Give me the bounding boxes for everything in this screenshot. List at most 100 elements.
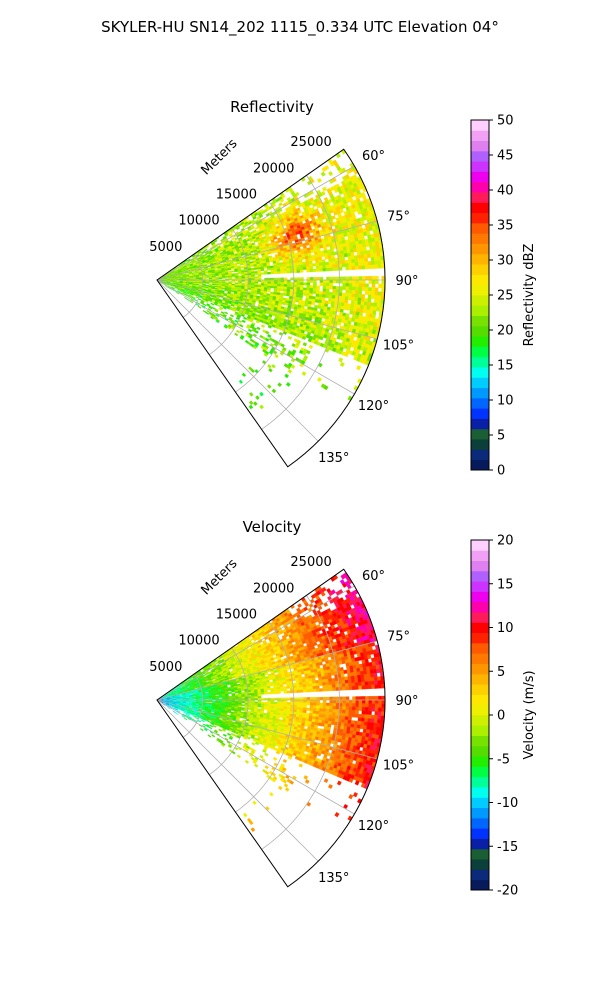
radar-gate: [209, 724, 214, 728]
radar-gate: [374, 260, 379, 265]
radar-gate: [365, 276, 369, 281]
radar-gate: [285, 382, 291, 387]
radar-gate: [255, 320, 260, 324]
radar-gate: [244, 281, 249, 284]
radar-gate: [345, 263, 349, 267]
radar-gate: [278, 257, 283, 261]
radar-gate: [302, 292, 307, 296]
radar-gate: [272, 329, 278, 334]
radar-gate: [343, 253, 348, 258]
radar-gate: [345, 293, 349, 297]
radar-gate: [318, 262, 323, 266]
radar-gate: [248, 404, 254, 410]
radar-gate: [314, 299, 319, 303]
radar-gate: [238, 276, 242, 279]
radar-gate: [348, 266, 353, 271]
radar-gate: [335, 276, 340, 281]
radar-gate: [332, 267, 337, 271]
radar-gate: [182, 280, 187, 282]
radar-gate: [287, 282, 291, 285]
radar-gate: [277, 382, 283, 388]
radar-gate: [343, 302, 348, 307]
radar-gate: [325, 264, 330, 269]
radar-gate: [212, 725, 217, 728]
radar-gate: [364, 257, 369, 262]
radar-gate: [241, 276, 246, 279]
radar-gate: [259, 404, 265, 410]
radar-gate: [353, 304, 358, 309]
radar-gate: [352, 283, 356, 288]
radar-gate: [318, 256, 323, 261]
radar-gate: [221, 277, 226, 280]
radar-gate: [341, 296, 346, 300]
radial-tick-label: 15000: [216, 188, 257, 203]
radar-gate: [331, 261, 336, 265]
radar-gate: [365, 287, 369, 292]
radar-gate: [260, 272, 265, 275]
radar-gate: [344, 299, 349, 304]
radar-gate: [244, 276, 249, 279]
radar-gate: [286, 268, 291, 272]
radar-gate: [303, 282, 307, 286]
radar-gate: [313, 279, 317, 283]
radar-gate: [309, 287, 314, 292]
radar-gate: [360, 258, 365, 263]
radar-gate: [325, 261, 330, 266]
radar-gate: [302, 266, 307, 270]
radar-gate: [283, 284, 288, 287]
radar-gate: [296, 282, 301, 286]
radar-gate: [370, 253, 375, 258]
radar-gate: [296, 284, 301, 288]
radar-gate: [375, 279, 379, 285]
colorbar-swatch: [471, 346, 489, 358]
radar-gate: [319, 265, 323, 269]
radar-gate: [302, 342, 308, 347]
radar-gate: [302, 290, 307, 294]
radar-gate: [280, 282, 285, 285]
radar-gate: [263, 270, 268, 273]
radar-gate: [247, 274, 252, 277]
radar-gate: [280, 288, 284, 292]
radar-gate: [364, 265, 369, 270]
radar-gate: [366, 253, 371, 259]
radar-gate: [230, 290, 235, 293]
radar-gate: [315, 293, 320, 298]
radar-gate: [254, 276, 259, 279]
radar-gate: [322, 291, 327, 295]
radar-gate: [348, 262, 353, 267]
radar-gate: [316, 285, 320, 289]
radar-gate: [329, 279, 334, 284]
radar-gate: [358, 279, 363, 284]
radar-gate: [295, 299, 300, 303]
radar-gate: [322, 285, 327, 290]
radar-gate: [207, 734, 212, 738]
radar-gate: [322, 288, 327, 292]
radar-gate: [175, 291, 180, 295]
radar-gate: [309, 285, 314, 289]
colorbar-swatch: [471, 377, 489, 389]
radar-gate: [328, 291, 333, 296]
radar-gate: [205, 700, 210, 702]
radar-gate: [352, 286, 356, 291]
radar-gate: [361, 283, 366, 288]
radar-gate: [198, 283, 203, 285]
radar-gate: [322, 279, 327, 284]
radar-gate: [372, 310, 377, 315]
radar-gate: [327, 300, 332, 305]
radar-gate: [300, 282, 304, 286]
radar-gate: [362, 276, 366, 281]
radar-gate: [286, 284, 291, 288]
radar-gate: [255, 299, 260, 302]
radar-gate: [332, 289, 337, 293]
radar-gate: [247, 273, 252, 276]
radar-gate: [248, 328, 253, 333]
radar-gate: [363, 305, 368, 310]
radar-gate: [306, 269, 311, 273]
radar-gate: [331, 301, 335, 306]
radar-gate: [350, 303, 355, 308]
radar-gate: [283, 282, 288, 285]
radar-gate: [347, 259, 352, 264]
radar-gate: [264, 272, 268, 275]
radar-gate: [254, 281, 259, 284]
radar-gate: [277, 271, 281, 274]
